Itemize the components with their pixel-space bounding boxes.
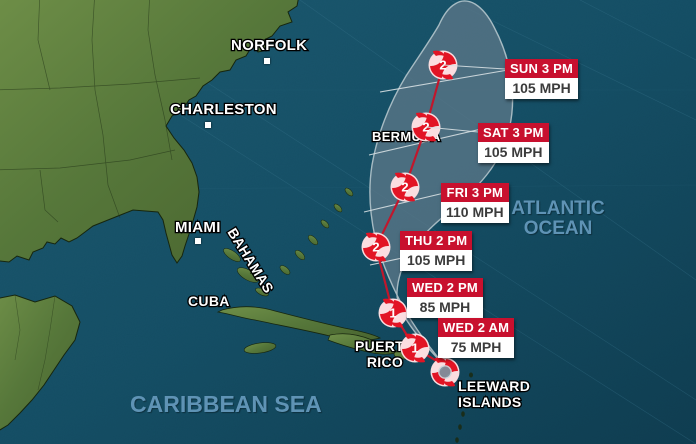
svg-text:1: 1	[411, 341, 418, 356]
svg-text:2: 2	[372, 240, 379, 255]
svg-text:2: 2	[401, 180, 408, 195]
svg-text:1: 1	[389, 306, 396, 321]
